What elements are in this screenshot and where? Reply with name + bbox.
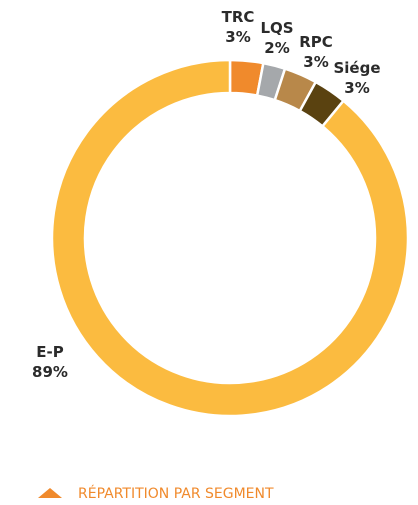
segment-value-label: 2% [264,39,289,57]
segment-value-label: 3% [344,79,369,97]
segment-label: RPC [299,33,333,51]
segment-label: Siége [333,59,380,77]
segment-label: LQS [260,19,293,37]
caption-icon [38,488,62,498]
caption: RÉPARTITION PAR SEGMENT [78,485,274,502]
segment-label: TRC [222,8,255,26]
segment-value-label: 89% [32,363,68,381]
segment-value-label: 3% [225,28,250,46]
donut-segment [50,58,410,418]
segment-value-label: 3% [303,53,328,71]
segment-label: E-P [36,343,63,361]
